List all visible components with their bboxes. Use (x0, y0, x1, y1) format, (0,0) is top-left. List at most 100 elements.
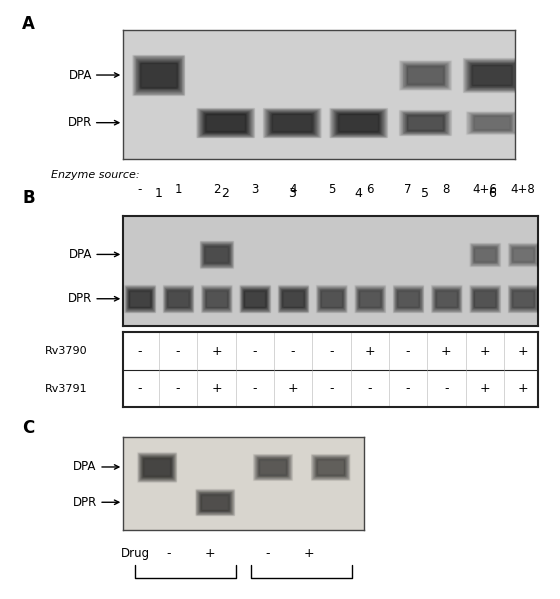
Bar (314, 457, 347, 477)
Bar (201, 111, 249, 134)
Bar (472, 115, 511, 131)
Bar (330, 108, 387, 137)
Bar (474, 291, 495, 307)
Bar (472, 245, 498, 264)
Bar (204, 288, 229, 309)
Text: -: - (253, 382, 257, 395)
Bar (402, 112, 449, 134)
Bar (404, 114, 446, 132)
Bar (241, 288, 268, 310)
Text: 3: 3 (288, 187, 296, 200)
Bar (311, 454, 350, 480)
Bar (139, 455, 174, 479)
Bar (316, 459, 344, 475)
Bar (139, 61, 178, 89)
Bar (436, 291, 457, 307)
Bar (198, 492, 231, 513)
Bar (511, 246, 535, 263)
Bar (464, 59, 519, 91)
Bar (137, 452, 176, 482)
Bar (407, 116, 443, 130)
Bar (432, 286, 461, 312)
Bar (269, 112, 315, 134)
Bar (269, 112, 314, 133)
Bar (165, 288, 191, 310)
Bar (337, 113, 380, 132)
Bar (244, 291, 265, 307)
Text: +: + (518, 382, 529, 395)
Bar (510, 287, 537, 310)
Bar (258, 459, 287, 475)
Bar (259, 459, 286, 475)
Text: +: + (441, 344, 452, 358)
Bar (335, 112, 381, 134)
Text: B: B (22, 189, 35, 207)
Bar (206, 291, 227, 307)
Bar (513, 248, 534, 261)
Bar (468, 62, 515, 88)
Bar (205, 114, 245, 131)
Bar (134, 56, 183, 94)
Bar (400, 111, 450, 135)
Bar (512, 291, 534, 307)
Bar (281, 289, 305, 308)
Bar (316, 458, 345, 476)
Bar (202, 243, 231, 265)
Bar (203, 113, 247, 133)
Text: 5: 5 (421, 187, 429, 200)
Bar (470, 114, 514, 131)
Bar (253, 454, 292, 480)
Bar (164, 286, 193, 311)
Text: +: + (479, 344, 490, 358)
Bar (510, 288, 536, 310)
Bar (311, 455, 349, 479)
Bar (254, 455, 291, 479)
Text: 4: 4 (290, 183, 297, 196)
Bar (321, 291, 342, 307)
Bar (270, 113, 313, 132)
Bar (405, 114, 445, 131)
Bar (167, 290, 189, 307)
Bar (407, 115, 444, 131)
Bar (203, 244, 230, 265)
Bar (265, 109, 319, 136)
Bar (198, 491, 232, 513)
Bar (138, 453, 176, 481)
Bar (320, 289, 343, 308)
Bar (164, 286, 192, 311)
Bar (470, 286, 499, 311)
Bar (400, 111, 450, 134)
Bar (143, 458, 171, 476)
Bar (137, 59, 180, 91)
Bar (394, 287, 422, 311)
Bar (401, 62, 449, 89)
Bar (473, 246, 496, 262)
Bar (243, 289, 267, 308)
Bar (135, 58, 182, 93)
Bar (200, 111, 250, 135)
Bar (354, 285, 385, 313)
Bar (405, 114, 445, 131)
Bar (167, 291, 189, 307)
Bar (141, 455, 174, 479)
Bar (320, 291, 342, 307)
Text: 7: 7 (404, 183, 412, 196)
Bar (471, 244, 498, 265)
Bar (406, 66, 444, 84)
Bar (513, 291, 534, 307)
Bar (280, 288, 306, 310)
Bar (127, 289, 152, 309)
Bar (198, 492, 231, 512)
Bar (264, 109, 319, 137)
Bar (318, 288, 344, 310)
Bar (405, 65, 445, 84)
Bar (279, 286, 307, 311)
Bar (511, 246, 535, 263)
Bar (315, 458, 346, 476)
Text: A: A (22, 15, 35, 33)
Bar (435, 289, 458, 308)
Bar (197, 491, 233, 514)
Bar (511, 246, 535, 262)
Bar (473, 289, 497, 308)
Bar (166, 289, 190, 308)
